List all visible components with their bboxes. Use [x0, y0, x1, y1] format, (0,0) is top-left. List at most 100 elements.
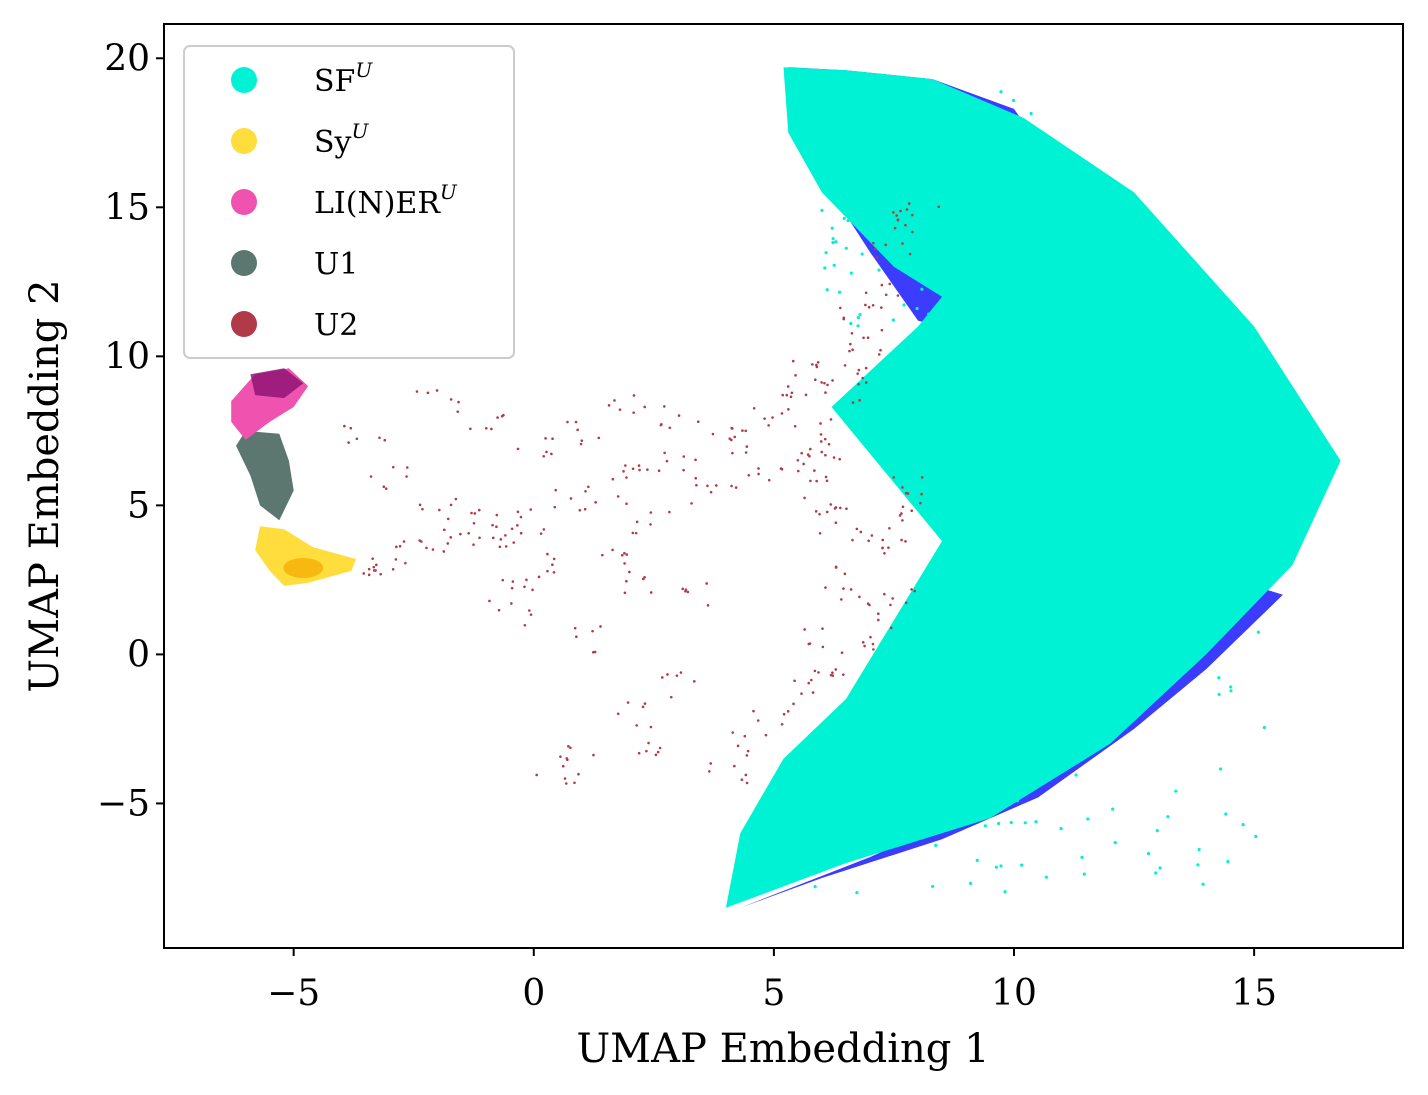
sf-speckle-point — [830, 226, 834, 230]
u2-point — [907, 202, 911, 205]
u2-point — [647, 741, 650, 745]
u2-point — [857, 382, 860, 386]
u2-point — [823, 437, 827, 441]
sf-speckle-point — [953, 222, 957, 226]
sf-speckle-point — [1229, 685, 1233, 689]
sf-speckle-point — [936, 258, 940, 262]
u2-point — [587, 485, 590, 489]
u2-point — [883, 592, 886, 596]
u2-point — [620, 553, 624, 557]
sf-speckle-point — [999, 282, 1003, 286]
u2-point — [810, 678, 813, 682]
sf-speckle-point — [1023, 821, 1027, 825]
u2-point — [731, 731, 734, 734]
sf-speckle-point — [931, 884, 935, 889]
sf-speckle-point — [1029, 111, 1033, 116]
sf-speckle-point — [831, 241, 835, 245]
u2-point — [623, 591, 627, 595]
u2-point — [395, 545, 398, 549]
u2-point — [623, 551, 626, 555]
sf-speckle-point — [941, 254, 945, 258]
u2-point — [802, 462, 805, 466]
u2-point — [660, 676, 664, 679]
u2-point — [454, 497, 458, 501]
u2-point — [780, 412, 784, 415]
sf-speckle-point — [917, 148, 922, 152]
u2-point — [616, 712, 620, 716]
u2-point — [851, 401, 855, 404]
sf-u-point-cloud — [725, 67, 1341, 908]
u2-point — [618, 408, 622, 411]
sf-speckle-point — [1201, 882, 1205, 886]
u2-point — [842, 316, 846, 320]
u2-point — [635, 724, 638, 727]
u2-point — [420, 540, 423, 543]
u2-point — [708, 770, 711, 773]
sf-speckle-point — [1020, 119, 1024, 123]
u2-point — [519, 531, 523, 535]
u2-point — [579, 442, 583, 446]
u2-point — [599, 625, 602, 628]
u2-point — [820, 381, 823, 384]
u2-point — [838, 306, 842, 310]
u2-point — [362, 572, 366, 575]
u2-point — [564, 782, 568, 785]
u2-point — [641, 705, 645, 709]
sf-speckle-point — [814, 870, 818, 875]
u2-point — [542, 528, 546, 531]
u2-point — [849, 588, 853, 591]
u2-point — [646, 468, 649, 471]
u2-point — [573, 781, 576, 785]
u2-point — [631, 531, 635, 535]
sf-speckle-point — [888, 803, 892, 807]
sf-speckle-point — [1196, 863, 1200, 867]
sf-speckle-point — [857, 89, 861, 94]
sf-speckle-point — [1115, 680, 1120, 684]
u2-point — [809, 479, 812, 483]
u2-point — [569, 746, 572, 750]
sf-speckle-point — [999, 90, 1003, 94]
u2-point — [864, 366, 868, 370]
u2-point — [374, 569, 377, 572]
sf-speckle-point — [920, 287, 924, 291]
sf-speckle-point — [938, 88, 942, 93]
sf-speckle-point — [846, 219, 850, 223]
sf-speckle-point — [925, 265, 929, 269]
u2-point — [601, 553, 604, 557]
sf-speckle-point — [994, 865, 998, 869]
u2-point — [497, 608, 501, 612]
sf-speckle-point — [897, 818, 901, 822]
sf-speckle-point — [1226, 860, 1230, 864]
u2-point — [679, 671, 683, 674]
u2-point — [467, 531, 470, 535]
u2-point — [566, 758, 569, 761]
u2-point — [900, 538, 903, 542]
sf-speckle-point — [1229, 689, 1233, 693]
legend-box — [183, 45, 515, 359]
u2-point — [899, 209, 902, 213]
sf-speckle-point — [919, 94, 923, 98]
sf-speckle-point — [1009, 820, 1013, 825]
sf-speckle-point — [872, 98, 876, 102]
u2-point — [383, 438, 387, 442]
u2-point — [824, 475, 828, 479]
sf-speckle-point — [1155, 829, 1159, 833]
sf-speckle-point — [886, 108, 890, 112]
u2-point — [660, 422, 663, 426]
u2-point — [569, 497, 573, 500]
u2-point — [677, 414, 681, 417]
u2-point — [904, 223, 907, 227]
u2-point — [796, 458, 800, 462]
sf-speckle-point — [915, 306, 919, 311]
sf-speckle-point — [1086, 817, 1090, 821]
u2-point — [705, 582, 708, 585]
u2-point — [901, 519, 904, 522]
sf-speckle-point — [1146, 851, 1151, 856]
u2-point — [613, 399, 616, 402]
u2-point — [793, 424, 797, 428]
sf-speckle-point — [887, 130, 892, 134]
u2-point — [757, 472, 760, 476]
u2-point — [791, 359, 795, 363]
sf-speckle-point — [907, 271, 912, 275]
